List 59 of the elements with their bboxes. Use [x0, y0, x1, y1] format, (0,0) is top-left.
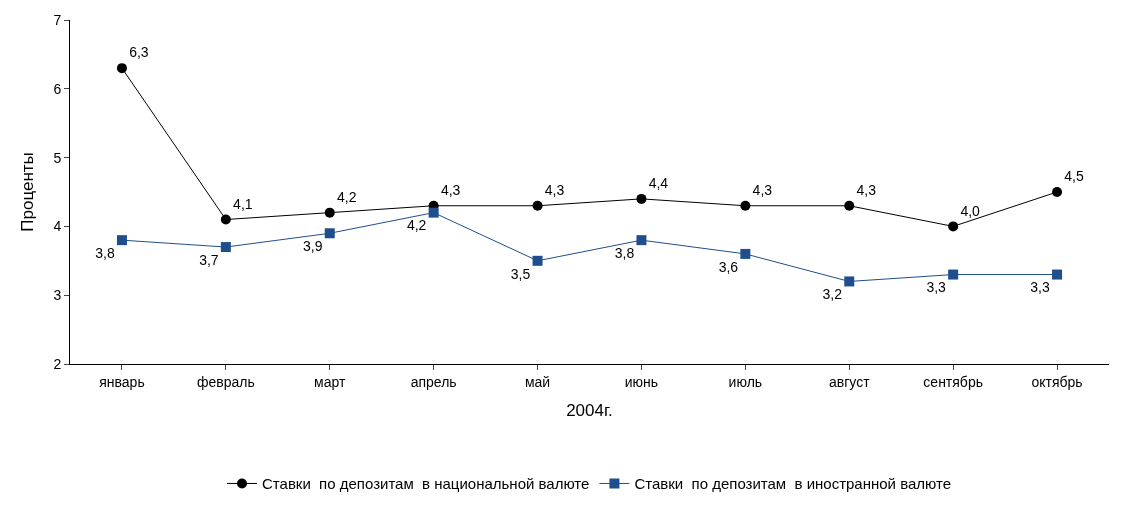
- x-tick-label: июнь: [624, 373, 659, 390]
- point: [740, 200, 751, 211]
- data-label: 4,3: [752, 182, 773, 199]
- data-label: 4,1: [233, 195, 253, 212]
- data-label: 4,3: [856, 182, 877, 199]
- data-label: 3,6: [718, 258, 739, 275]
- data-label: 4,3: [544, 182, 565, 199]
- y-tick-label: 3: [53, 287, 62, 304]
- point: [116, 235, 127, 246]
- x-tick-label: октябрь: [1031, 373, 1083, 390]
- point: [1052, 269, 1063, 280]
- data-label: 3,8: [95, 244, 115, 261]
- point: [428, 207, 439, 218]
- point: [324, 207, 335, 218]
- data-label: 4,2: [406, 217, 427, 234]
- legend-label: Ставки по депозитам в иностранной валюте: [634, 475, 952, 493]
- data-label: 3,5: [510, 265, 531, 282]
- x-tick-label: март: [314, 373, 346, 390]
- data-label: 4,4: [648, 175, 669, 192]
- point: [116, 63, 127, 74]
- x-tick-label: июль: [728, 373, 763, 390]
- point: [844, 276, 855, 287]
- y-tick-label: 7: [53, 11, 62, 28]
- data-label: 4,3: [440, 182, 461, 199]
- data-label: 3,9: [303, 238, 323, 255]
- x-tick-label: январь: [99, 373, 145, 390]
- data-label: 4,0: [960, 202, 981, 219]
- data-label: 3,2: [822, 286, 843, 303]
- y-tick-label: 4: [53, 218, 62, 235]
- data-label: 3,3: [926, 279, 947, 296]
- y-axis-title: Проценты: [17, 152, 37, 232]
- point: [636, 235, 647, 246]
- point: [844, 200, 855, 211]
- y-tick-label: 5: [53, 149, 62, 166]
- y-tick-label: 2: [53, 355, 62, 372]
- data-label: 3,7: [199, 251, 219, 268]
- point: [220, 242, 231, 253]
- legend-label: Ставки по депозитам в национальной валюте: [262, 475, 590, 493]
- data-label: 3,8: [614, 244, 635, 261]
- point: [220, 214, 231, 225]
- x-axis-title: 2004г.: [566, 401, 613, 421]
- point: [532, 255, 543, 266]
- x-tick-label: сентябрь: [923, 373, 983, 390]
- x-tick-label: май: [524, 373, 551, 390]
- x-tick-label: апрель: [410, 373, 457, 390]
- point: [948, 221, 959, 232]
- point: [532, 200, 543, 211]
- x-tick-label: февраль: [196, 373, 255, 390]
- y-tick-label: 6: [53, 80, 62, 97]
- data-label: 4,2: [337, 188, 357, 205]
- point: [636, 193, 647, 204]
- point: [324, 228, 335, 239]
- point: [1052, 187, 1063, 197]
- data-label: 4,5: [1064, 168, 1084, 185]
- data-label: 6,3: [129, 44, 149, 61]
- data-label: 3,3: [1030, 279, 1051, 296]
- point: [948, 269, 959, 280]
- point: [740, 248, 751, 259]
- x-tick-label: август: [828, 373, 871, 390]
